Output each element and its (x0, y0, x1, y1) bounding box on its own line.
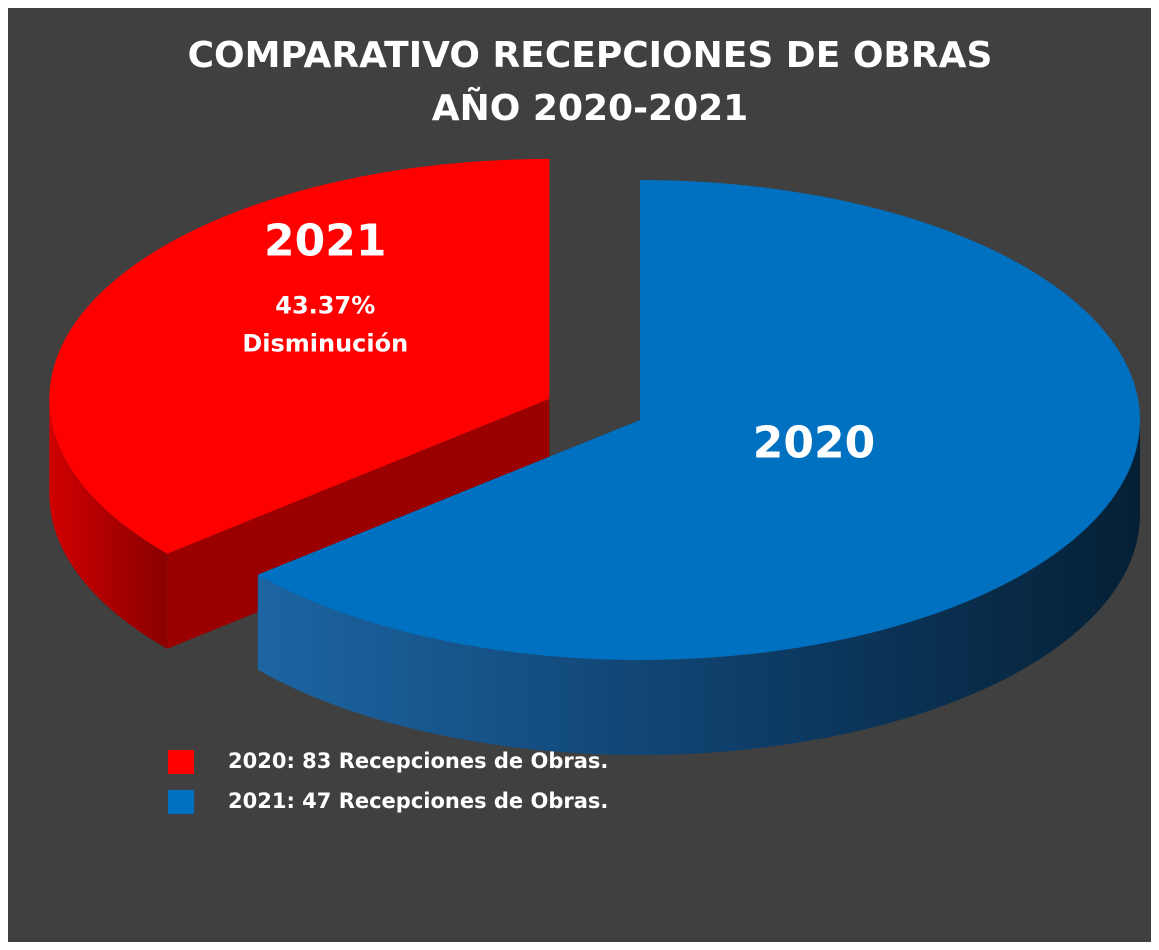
chart-title: AÑO 2020-2021 (432, 87, 748, 129)
legend-swatch (168, 750, 194, 774)
slice-note: 43.37% (275, 291, 375, 319)
legend: 2020: 83 Recepciones de Obras. 2021: 47 R… (168, 749, 608, 814)
legend-swatch (168, 790, 194, 814)
slice-label: 2020 (753, 418, 875, 469)
chart-title: COMPARATIVO RECEPCIONES DE OBRAS (188, 35, 993, 76)
slice-label: 2021 (264, 215, 386, 266)
pie (49, 158, 1140, 755)
slice-side (257, 420, 1140, 755)
slice (257, 180, 1140, 660)
legend-label: 2021: 47 Recepciones de Obras. (228, 789, 608, 813)
labels: 2021 43.37% Disminución 2020 (242, 215, 875, 468)
slice-side (49, 398, 168, 649)
legend-label: 2020: 83 Recepciones de Obras. (228, 749, 608, 773)
slice (49, 158, 550, 554)
slice-note: Disminución (242, 329, 408, 357)
